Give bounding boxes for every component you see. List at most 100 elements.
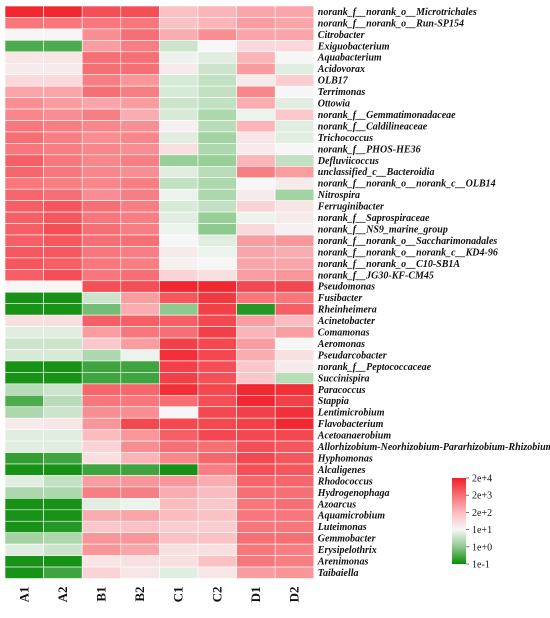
row-label: Alcaligenes [317, 465, 366, 476]
heatmap-cell [236, 200, 276, 213]
heatmap-cell [4, 223, 44, 236]
heatmap-cell [81, 337, 122, 350]
heatmap-cell [274, 131, 315, 144]
heatmap-cell [274, 143, 315, 156]
heatmap-cell [159, 211, 199, 224]
heatmap-cell [120, 394, 160, 408]
heatmap-cell [120, 326, 160, 339]
heatmap-cell [274, 51, 315, 64]
heatmap-cell [4, 383, 44, 396]
legend-color-bar [452, 478, 466, 564]
heatmap-cell [159, 337, 199, 350]
heatmap-cell [4, 28, 44, 41]
heatmap-cell [81, 291, 122, 304]
heatmap-cell [236, 269, 276, 282]
heatmap-cell [81, 28, 122, 41]
heatmap-cell [197, 85, 237, 98]
row-label: norank_f__PHOS-HE36 [318, 144, 421, 155]
heatmap-cell [43, 555, 83, 568]
heatmap-cell [4, 520, 44, 533]
heatmap-cell [274, 257, 315, 270]
heatmap-cell [159, 188, 199, 201]
heatmap-cell [81, 120, 122, 133]
heatmap-cell [236, 566, 276, 579]
heatmap-cell [120, 143, 160, 156]
row-label: norank_f__Gemmatimonadaceae [318, 110, 456, 121]
row-label: Hydrogenophaga [317, 488, 390, 499]
heatmap-cell [274, 154, 315, 167]
heatmap-cell [274, 383, 315, 396]
heatmap-cell [4, 498, 44, 511]
heatmap-cell [120, 372, 160, 385]
heatmap-cell [274, 566, 315, 579]
heatmap-cell [274, 291, 315, 304]
heatmap-cell [197, 62, 237, 75]
heatmap-cell [159, 120, 199, 133]
row-label: norank_f__JG30-KF-CM45 [318, 270, 434, 281]
row-label: Lentimicrobium [317, 408, 385, 419]
heatmap-cell [81, 200, 122, 213]
heatmap-cell [4, 257, 44, 270]
heatmap-cell [159, 349, 199, 362]
heatmap-cell [43, 97, 83, 110]
row-label: Fusibacter [317, 293, 363, 304]
heatmap-cell [236, 314, 276, 327]
heatmap-cell [197, 383, 237, 396]
heatmap-cell [236, 394, 276, 408]
heatmap-cell [159, 429, 199, 442]
heatmap-cell [236, 17, 276, 30]
heatmap-cell [4, 486, 44, 499]
heatmap-cell [197, 372, 237, 385]
heatmap-cell [197, 257, 237, 270]
row-label: norank_f__norank_o__norank_c__KD4-96 [318, 247, 498, 258]
heatmap-cell [120, 51, 160, 64]
heatmap-cell [236, 74, 276, 87]
heatmap-cell [120, 543, 160, 556]
heatmap-cell [43, 349, 83, 362]
heatmap-cell [4, 246, 44, 259]
heatmap-cell [81, 417, 122, 430]
heatmap-cell [159, 417, 199, 430]
heatmap-cell [197, 97, 237, 110]
heatmap-cell [274, 486, 315, 499]
heatmap-cell [236, 520, 276, 533]
heatmap-cell [120, 383, 160, 396]
heatmap-cell [274, 97, 315, 110]
row-label: Trichococcus [318, 133, 373, 144]
heatmap-cell [43, 303, 83, 316]
heatmap-cell [274, 108, 315, 121]
heatmap-cell [81, 131, 122, 144]
heatmap-cell [274, 326, 315, 339]
heatmap-cell [236, 62, 276, 75]
heatmap-cell [159, 372, 199, 385]
heatmap-cell [236, 223, 276, 236]
heatmap-cell [159, 498, 199, 511]
heatmap-cell [43, 543, 83, 556]
heatmap-cell [159, 97, 199, 110]
heatmap-cell [197, 74, 237, 87]
heatmap-cell [4, 372, 44, 385]
heatmap-cell [159, 74, 199, 87]
heatmap-cell [43, 280, 83, 293]
heatmap-cell [81, 452, 122, 465]
heatmap-cell [43, 108, 83, 121]
heatmap-cell [197, 246, 237, 259]
heatmap-cell [81, 166, 122, 179]
heatmap-cell [81, 154, 122, 167]
heatmap-cell [4, 291, 44, 304]
heatmap-cell [197, 475, 237, 488]
heatmap-cell [197, 440, 237, 453]
heatmap-cell [274, 372, 315, 385]
heatmap-cell [120, 406, 160, 419]
heatmap-cell [43, 17, 83, 30]
heatmap-cell [43, 532, 83, 545]
heatmap-cell [81, 40, 122, 53]
heatmap-cell [4, 234, 44, 247]
heatmap-cell [197, 108, 237, 121]
heatmap-cell [236, 452, 276, 465]
heatmap-cell [197, 5, 237, 18]
heatmap-cell [159, 5, 199, 18]
heatmap-cell [197, 463, 237, 476]
heatmap-cell [197, 28, 237, 41]
heatmap-cell [4, 269, 44, 282]
